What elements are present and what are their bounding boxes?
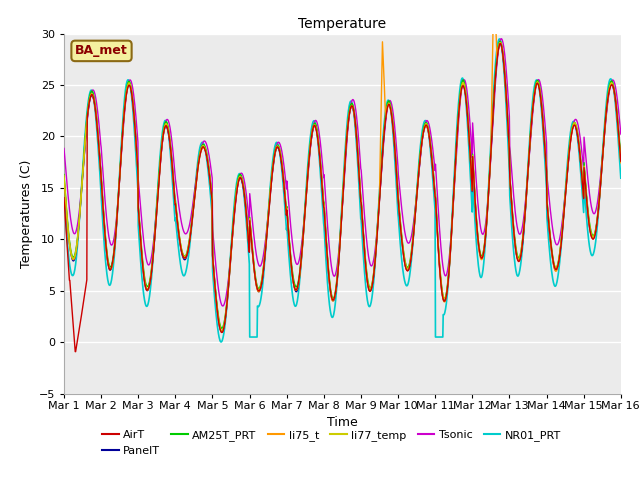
Y-axis label: Temperatures (C): Temperatures (C) — [20, 159, 33, 268]
Title: Temperature: Temperature — [298, 17, 387, 31]
Legend: AirT, PanelT, AM25T_PRT, li75_t, li77_temp, Tsonic, NR01_PRT: AirT, PanelT, AM25T_PRT, li75_t, li77_te… — [97, 426, 565, 460]
Text: BA_met: BA_met — [75, 44, 128, 58]
X-axis label: Time: Time — [327, 416, 358, 429]
